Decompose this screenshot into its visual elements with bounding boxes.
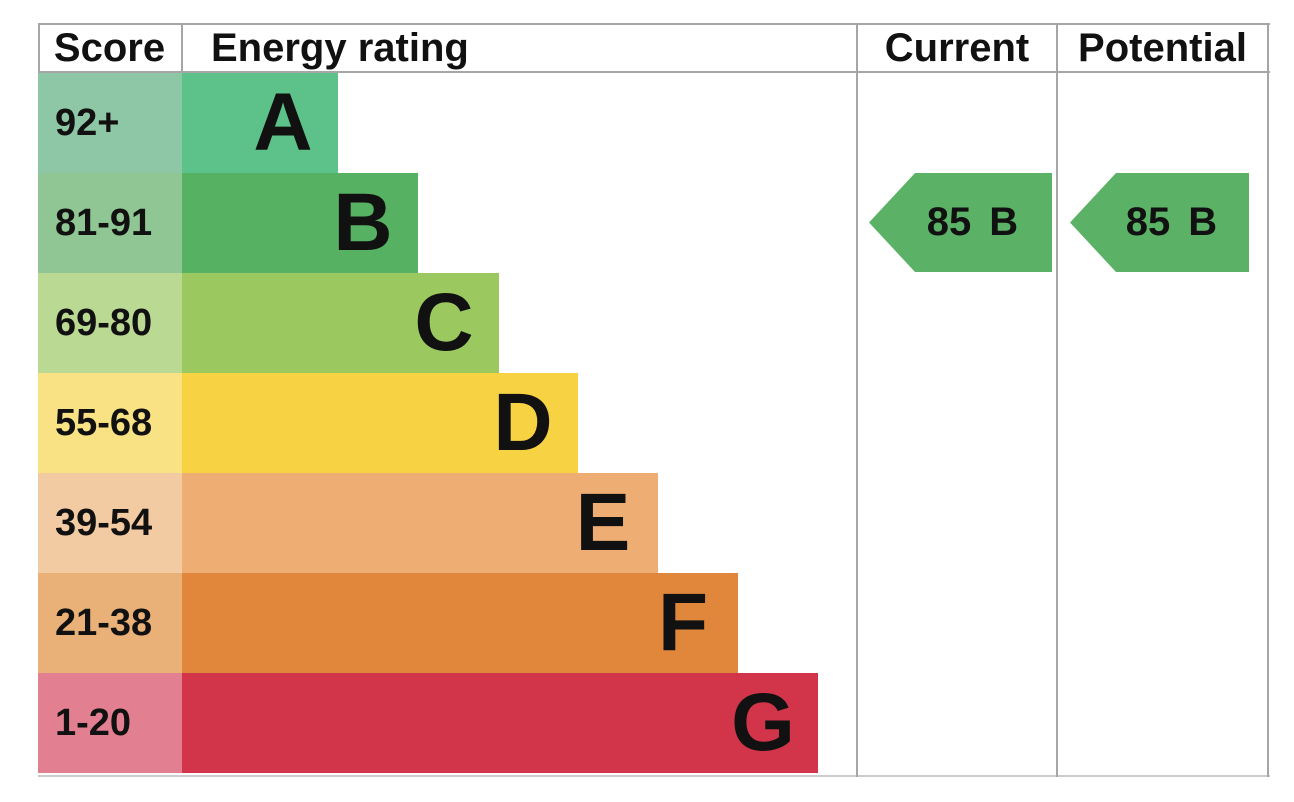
rating-letter: E xyxy=(575,477,631,568)
rating-band-bar: B xyxy=(182,173,418,273)
rating-letter: A xyxy=(253,77,313,168)
band-row-g: 1-20 G xyxy=(38,673,856,773)
rating-letter: G xyxy=(731,677,795,768)
rating-letter: D xyxy=(493,377,553,468)
current-rating-letter: B xyxy=(989,200,1019,244)
band-row-d: 55-68 D xyxy=(38,373,856,473)
band-row-e: 39-54 E xyxy=(38,473,856,573)
score-range-cell: 92+ xyxy=(38,73,182,173)
band-row-a: 92+ A xyxy=(38,73,856,173)
table-border-top xyxy=(38,23,1270,25)
score-range-label: 92+ xyxy=(55,101,120,144)
score-range-cell: 69-80 xyxy=(38,273,182,373)
potential-rating-arrow: 85 B xyxy=(1070,173,1249,272)
rating-band-bar: G xyxy=(182,673,818,773)
rating-letter: F xyxy=(657,577,709,668)
rating-band-bar: A xyxy=(182,73,338,173)
score-range-cell: 39-54 xyxy=(38,473,182,573)
score-column-divider xyxy=(181,23,183,73)
score-range-label: 69-80 xyxy=(55,301,153,344)
band-row-b: 81-91 B xyxy=(38,173,856,273)
potential-header: Potential xyxy=(1078,26,1247,70)
score-range-label: 39-54 xyxy=(55,501,153,544)
rating-band-bar: E xyxy=(182,473,658,573)
header-divider xyxy=(38,71,1270,73)
current-rating-arrow: 85 B xyxy=(869,173,1052,272)
rating-letter: C xyxy=(414,277,474,368)
potential-column-divider xyxy=(1056,23,1058,777)
rating-letter: B xyxy=(333,177,393,268)
potential-rating-score: 85 xyxy=(1125,200,1171,244)
band-row-c: 69-80 C xyxy=(38,273,856,373)
table-border-bottom xyxy=(38,775,1270,777)
score-range-label: 81-91 xyxy=(55,201,153,244)
rating-band-bar: F xyxy=(182,573,738,673)
score-range-label: 55-68 xyxy=(55,401,153,444)
score-header: Score xyxy=(53,26,166,70)
score-range-cell: 55-68 xyxy=(38,373,182,473)
potential-rating-letter: B xyxy=(1188,200,1218,244)
current-header: Current xyxy=(884,26,1030,70)
score-range-cell: 21-38 xyxy=(38,573,182,673)
band-row-f: 21-38 F xyxy=(38,573,856,673)
rating-band-bar: D xyxy=(182,373,578,473)
current-column-divider xyxy=(856,23,858,777)
score-range-cell: 81-91 xyxy=(38,173,182,273)
score-range-label: 21-38 xyxy=(55,601,153,644)
table-border-right xyxy=(1267,23,1269,777)
score-range-label: 1-20 xyxy=(55,701,132,744)
table-border-left xyxy=(38,23,40,73)
current-rating-score: 85 xyxy=(926,200,972,244)
energy-rating-header: Energy rating xyxy=(211,26,469,70)
rating-band-bar: C xyxy=(182,273,499,373)
score-range-cell: 1-20 xyxy=(38,673,182,773)
